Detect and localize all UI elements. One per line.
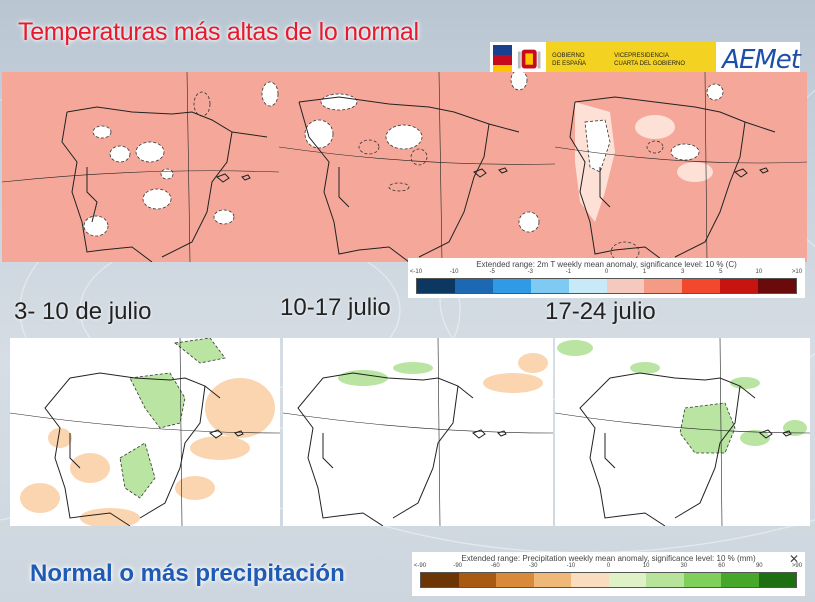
legend-swatch (682, 279, 721, 293)
temperature-map-week-1 (2, 72, 279, 262)
legend-tick-label: -1 (565, 269, 572, 275)
legend-tick-label: <-10 (409, 269, 423, 275)
period-label-1: 3- 10 de julio (14, 298, 152, 325)
legend-tick-label: -90 (453, 563, 463, 569)
legend-swatch (758, 279, 797, 293)
ministry-text-1: VICEPRESIDENCIA (614, 53, 669, 59)
legend-swatch (417, 279, 455, 293)
legend-tick-label: 10 (755, 269, 763, 275)
legend-swatch (721, 573, 759, 587)
legend-tick-label: -10 (566, 563, 576, 569)
legend-tick-label: 60 (718, 563, 725, 569)
legend-tick-label: -60 (491, 563, 500, 569)
legend-swatch (606, 279, 645, 293)
legend-swatch (530, 279, 569, 293)
legend-tick-label: 0 (604, 269, 609, 275)
legend-tick-label: 3 (681, 269, 685, 275)
legend-tick-label: -10 (449, 269, 459, 275)
precipitation-map-week-1 (10, 338, 280, 526)
precipitation-title: Normal o más precipitación (30, 560, 345, 587)
eu-spain-flag-icon (493, 45, 512, 75)
legend-swatch (496, 573, 534, 587)
legend-tick-label: 30 (680, 563, 688, 569)
legend-tick-label: -5 (489, 269, 495, 275)
legend-swatch (720, 279, 759, 293)
legend-tick-label: <-90 (413, 563, 427, 569)
legend-swatch (568, 279, 607, 293)
temperature-legend-scale (416, 278, 797, 294)
ministry-text-2: CUARTA DEL GOBIERNO (614, 61, 686, 67)
aemet-logo: AEMet (722, 45, 801, 75)
legend-tick-label: -3 (527, 269, 533, 275)
temperature-legend: Extended range: 2m T weekly mean anomaly… (408, 258, 805, 298)
legend-swatch (571, 573, 609, 587)
legend-swatch (646, 573, 684, 587)
legend-tick-label: 5 (719, 269, 723, 275)
precipitation-map-week-2 (283, 338, 553, 526)
temperature-map-week-2 (279, 72, 555, 262)
coat-of-arms-icon (517, 49, 541, 69)
legend-tick-label: 1 (642, 269, 647, 275)
temperature-title: Temperaturas más altas de lo normal (18, 18, 419, 46)
legend-tick-label: >90 (791, 563, 803, 569)
legend-tick-label: 90 (755, 563, 763, 569)
legend-swatch (533, 573, 571, 587)
temperature-legend-ticks: <-10 -10 -5 -3 -1 0 1 3 5 10 >10 (408, 269, 805, 278)
close-icon[interactable]: ✕ (788, 552, 799, 566)
legend-swatch (758, 573, 796, 587)
legend-tick-label: -30 (528, 563, 538, 569)
precipitation-legend-scale (420, 572, 797, 588)
legend-swatch (458, 573, 496, 587)
government-text-1: GOBIERNO (552, 53, 585, 59)
precipitation-legend-title: Extended range: Precipitation weekly mea… (461, 554, 756, 563)
temperature-legend-title: Extended range: 2m T weekly mean anomaly… (476, 260, 737, 269)
legend-swatch (644, 279, 683, 293)
period-label-2: 10-17 julio (280, 294, 391, 321)
legend-swatch (492, 279, 531, 293)
legend-tick-label: 0 (606, 563, 611, 569)
precipitation-legend-ticks: <-90 -90 -60 -30 -10 0 10 30 60 90 >90 (412, 563, 805, 572)
legend-swatch (683, 573, 721, 587)
precipitation-legend: Extended range: Precipitation weekly mea… (412, 552, 805, 596)
legend-tick-label: >10 (791, 269, 803, 275)
legend-tick-label: 10 (642, 563, 650, 569)
legend-swatch (421, 573, 459, 587)
temperature-map-week-3 (555, 72, 807, 262)
period-label-3: 17-24 julio (545, 298, 656, 325)
legend-swatch (454, 279, 493, 293)
precipitation-map-week-3 (555, 338, 810, 526)
legend-swatch (608, 573, 646, 587)
government-text-2: DE ESPAÑA (552, 61, 587, 67)
